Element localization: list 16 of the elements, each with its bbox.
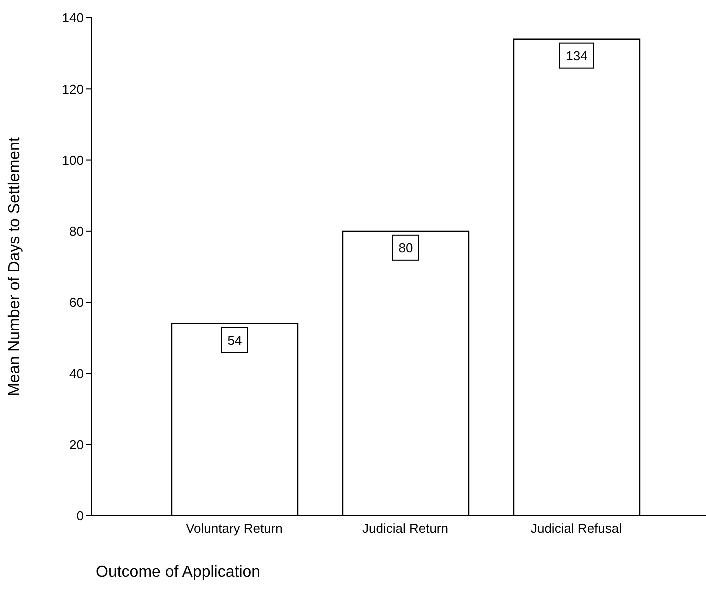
y-tick-label: 60 [70, 295, 84, 310]
x-tick-label: Voluntary Return [186, 521, 283, 536]
x-tick-label: Judicial Refusal [530, 521, 622, 536]
y-tick-label: 40 [70, 366, 84, 382]
y-tick-label: 120 [62, 82, 84, 97]
y-axis-title: Mean Number of Days to Settlement [6, 137, 24, 396]
data-label: 134 [566, 48, 588, 64]
y-tick-label: 20 [70, 437, 84, 452]
data-label: 80 [398, 240, 414, 256]
x-tick-label: Judicial Return [362, 521, 448, 536]
x-axis-title: Outcome of Application [96, 564, 261, 582]
y-tick-label: 100 [62, 152, 84, 168]
y-tick-label: 0 [76, 508, 84, 524]
data-label: 54 [228, 332, 242, 348]
y-tick-label: 140 [62, 10, 84, 26]
y-tick-label: 80 [70, 224, 84, 240]
